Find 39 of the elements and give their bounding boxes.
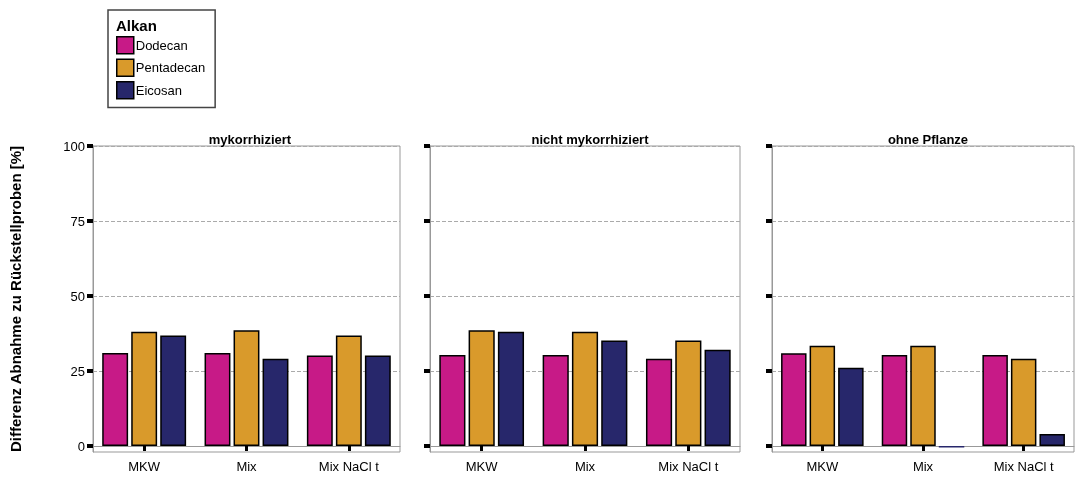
x-tick-label: Mix [912, 459, 934, 474]
y-tick-label: 0 [77, 438, 85, 454]
legend-label: Eicosan [135, 82, 182, 98]
bar [497, 331, 525, 446]
bar [881, 355, 908, 446]
bar [439, 355, 466, 446]
legend-title: Alkan [116, 17, 157, 34]
y-tick-label: 50 [70, 288, 85, 304]
bar [982, 355, 1008, 446]
bar [645, 358, 673, 446]
bar [1039, 434, 1065, 446]
bar [542, 355, 569, 446]
bar [704, 349, 731, 446]
bar [102, 353, 129, 446]
chart-title: ohne Pflanze [887, 132, 969, 147]
bar [306, 355, 333, 446]
y-axis-title: Differenz Abnahme zu Rückstellproben [%] [7, 145, 24, 453]
x-tick-label: Mix NaCl t [658, 459, 719, 474]
chart-title: mykorrhiziert [208, 132, 292, 147]
x-tick-label: MKW [465, 459, 499, 474]
bar [204, 353, 231, 446]
y-tick-label: 75 [70, 213, 85, 229]
bar [838, 367, 864, 446]
x-tick-label: MKW [128, 459, 161, 474]
x-tick-label: Mix [574, 459, 596, 474]
x-tick-label: Mix [236, 459, 258, 474]
bar [781, 353, 807, 446]
x-tick-label: Mix NaCl t [318, 459, 380, 474]
legend-label: Dodecan [135, 37, 188, 53]
y-tick-label: 25 [70, 363, 85, 379]
legend-label: Pentadecan [135, 60, 206, 76]
x-tick-label: Mix NaCl t [993, 459, 1055, 474]
bar [364, 355, 391, 446]
chart-title: nicht mykorrhiziert [531, 132, 650, 147]
bar [601, 340, 628, 446]
y-tick-label: 100 [63, 138, 85, 154]
x-tick-label: MKW [806, 459, 839, 474]
bar [262, 358, 289, 446]
bar [160, 335, 187, 446]
